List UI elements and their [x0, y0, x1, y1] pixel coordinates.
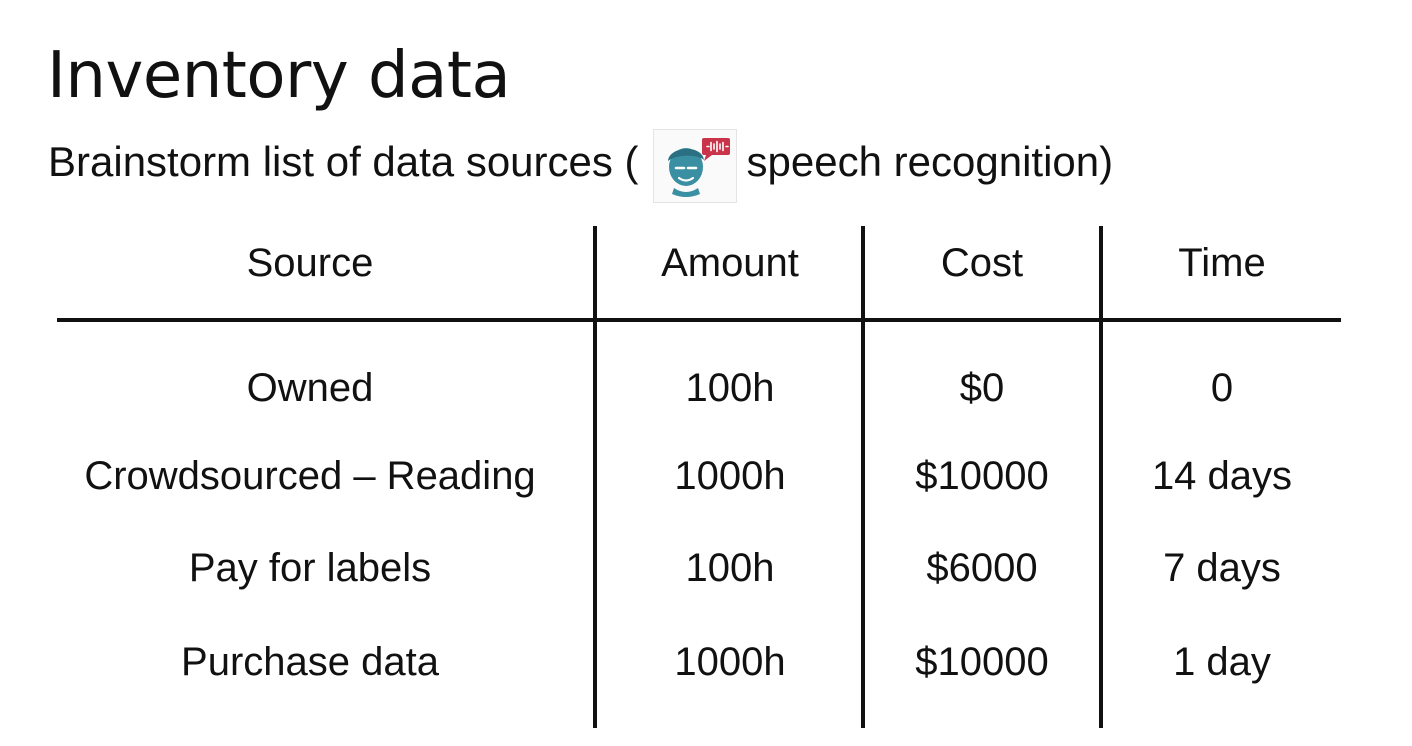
speech-recognition-icon [652, 129, 737, 203]
cell-cost: $0 [959, 366, 1005, 410]
cell-time: 7 days [1163, 546, 1281, 590]
cell-time: 14 days [1151, 454, 1293, 498]
column-divider [1099, 226, 1103, 728]
cell-cost: $6000 [926, 546, 1038, 590]
cell-time: 1 day [1173, 640, 1271, 684]
cell-amount: 100h [685, 546, 775, 590]
slide-subtitle: Brainstorm list of data sources ( speech… [48, 129, 1114, 203]
cell-source: Crowdsourced – Reading [84, 454, 536, 498]
cell-source: Pay for labels [188, 546, 432, 590]
column-divider [861, 226, 865, 728]
column-divider [593, 226, 597, 728]
header-source: Source [246, 241, 374, 285]
slide-title: Inventory data [47, 39, 511, 113]
header-amount: Amount [661, 241, 799, 285]
cell-source: Purchase data [181, 640, 439, 684]
cell-time: 0 [1210, 366, 1234, 410]
cell-amount: 1000h [674, 454, 786, 498]
cell-cost: $10000 [915, 640, 1049, 684]
header-divider [57, 318, 1341, 322]
subtitle-prefix: Brainstorm list of data sources ( [48, 138, 639, 185]
cell-source: Owned [246, 366, 374, 410]
cell-amount: 1000h [674, 640, 786, 684]
header-time: Time [1178, 241, 1266, 285]
subtitle-suffix: speech recognition) [746, 138, 1114, 185]
cell-amount: 100h [685, 366, 775, 410]
cell-cost: $10000 [915, 454, 1049, 498]
header-cost: Cost [940, 241, 1024, 285]
